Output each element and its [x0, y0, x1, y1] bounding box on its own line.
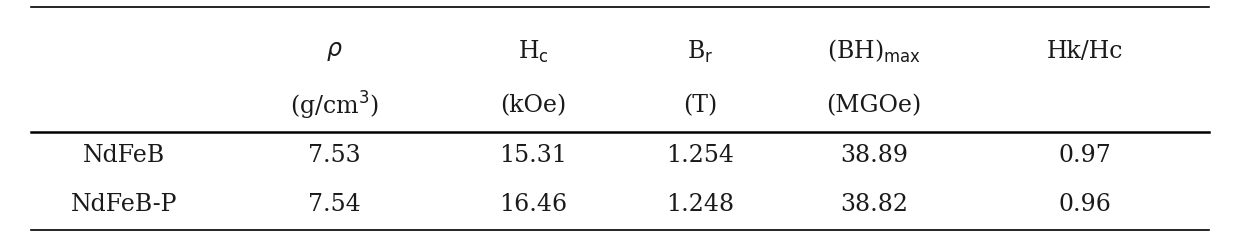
Text: 7.54: 7.54 [309, 193, 361, 216]
Text: NdFeB: NdFeB [83, 144, 165, 167]
Text: (T): (T) [683, 94, 718, 117]
Text: Hk/Hc: Hk/Hc [1047, 40, 1123, 63]
Text: (kOe): (kOe) [500, 94, 567, 117]
Text: 38.89: 38.89 [841, 144, 908, 167]
Text: NdFeB-P: NdFeB-P [71, 193, 177, 216]
Text: 0.96: 0.96 [1059, 193, 1111, 216]
Text: 7.53: 7.53 [309, 144, 361, 167]
Text: (BH)$_\mathrm{max}$: (BH)$_\mathrm{max}$ [827, 38, 921, 65]
Text: 16.46: 16.46 [500, 193, 567, 216]
Text: 38.82: 38.82 [841, 193, 908, 216]
Text: $\rho$: $\rho$ [326, 40, 343, 63]
Text: 1.248: 1.248 [667, 193, 734, 216]
Text: H$_\mathrm{c}$: H$_\mathrm{c}$ [518, 39, 548, 65]
Text: 1.254: 1.254 [667, 144, 734, 167]
Text: 15.31: 15.31 [500, 144, 567, 167]
Text: B$_\mathrm{r}$: B$_\mathrm{r}$ [687, 39, 714, 65]
Text: 0.97: 0.97 [1059, 144, 1111, 167]
Text: (g/cm$^3$): (g/cm$^3$) [290, 90, 379, 122]
Text: (MGOe): (MGOe) [827, 94, 921, 117]
